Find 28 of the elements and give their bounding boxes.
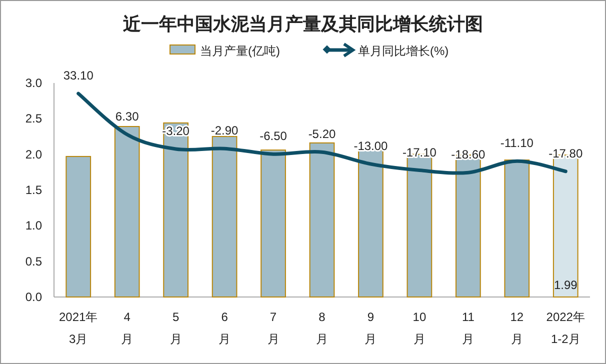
data-label: -6.50: [260, 129, 288, 144]
x-tick-label: 10月: [412, 310, 426, 346]
data-label: -5.20: [308, 127, 336, 142]
y-tick-label: 0.5: [25, 254, 42, 268]
y-tick-label: 2.5: [25, 112, 42, 126]
x-tick-label: 5月: [170, 310, 182, 346]
data-label: 33.10: [63, 68, 94, 83]
y-tick-label: 3.0: [25, 76, 42, 90]
x-tick-label: 2021年3月: [59, 310, 98, 346]
x-tick-label: 2022年1-2月: [546, 310, 585, 346]
legend-label: 当月产量(亿吨): [200, 44, 280, 58]
data-label: 6.30: [115, 110, 140, 124]
y-tick-label: 2.0: [25, 147, 42, 162]
legend-label: 单月同比增长(%): [358, 44, 449, 58]
data-label: -13.00: [354, 139, 388, 154]
x-tick-label: 4月: [121, 310, 134, 346]
x-tick-label: 12月: [510, 310, 524, 346]
x-tick-label: 8月: [316, 310, 328, 346]
chart-title: 近一年中国水泥当月产量及其同比增长统计图: [122, 14, 483, 34]
x-tick-label: 11月: [462, 310, 475, 346]
x-tick-label: 9月: [364, 310, 377, 346]
x-tick-label: 6月: [218, 310, 231, 346]
y-tick-label: 1.5: [25, 183, 42, 197]
y-tick-label: 0.0: [25, 290, 42, 304]
data-label: -2.90: [210, 124, 239, 138]
data-label: -11.10: [500, 136, 534, 150]
y-tick-label: 1.0: [25, 218, 42, 233]
x-tick-label: 7月: [267, 310, 280, 346]
